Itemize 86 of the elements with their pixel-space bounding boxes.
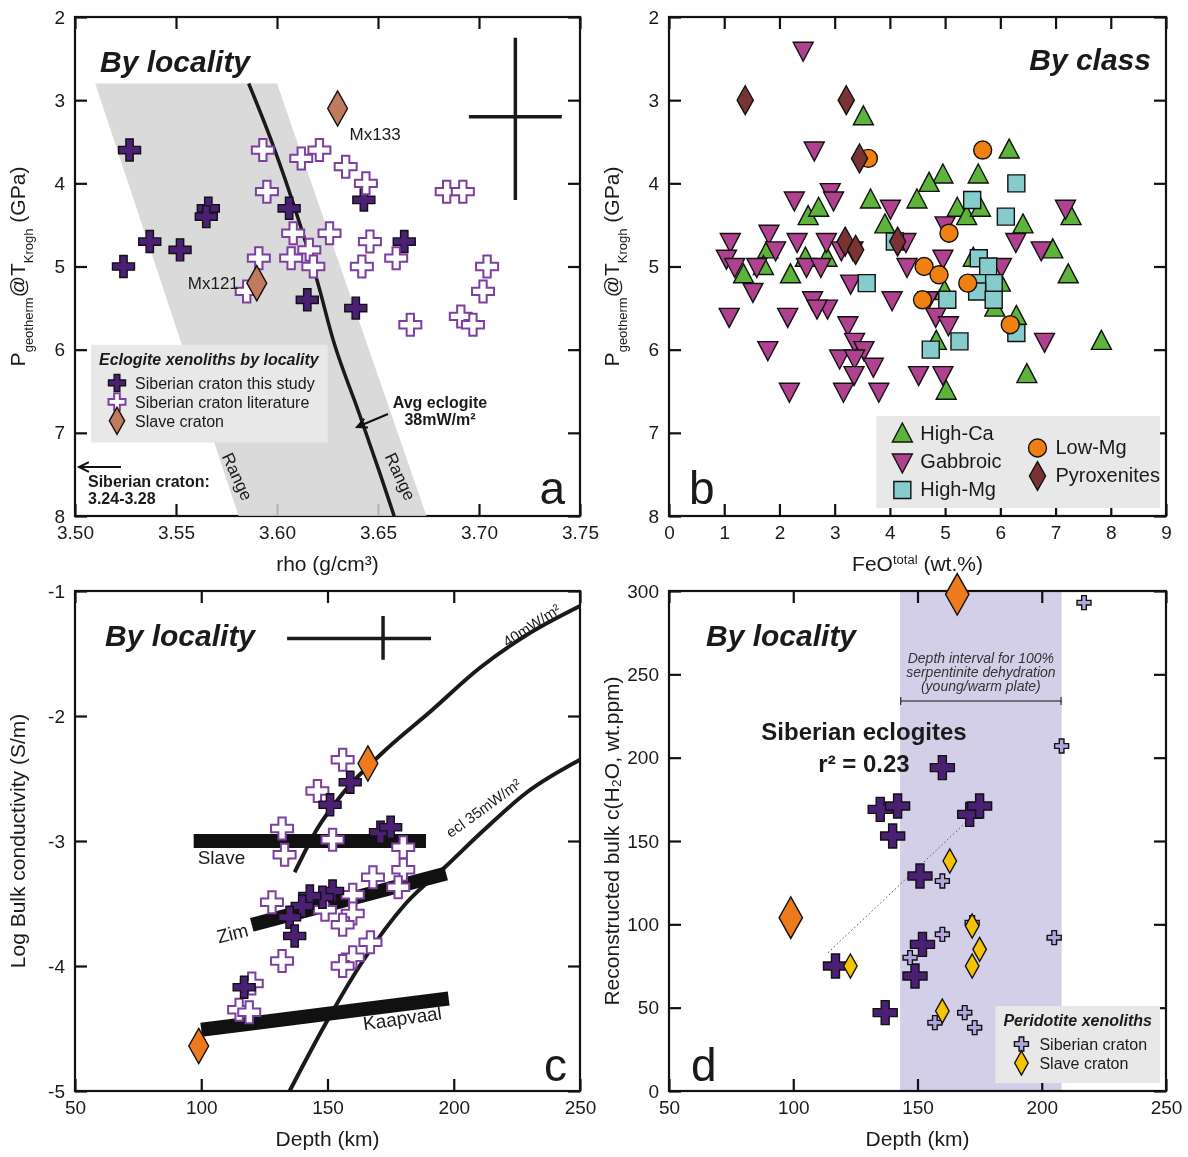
text: By locality — [105, 619, 257, 652]
annotation: a — [539, 462, 566, 514]
x-tick-label: 3.65 — [360, 522, 397, 544]
series-label: Slave — [197, 846, 246, 868]
y-tick-label: 5 — [648, 256, 659, 278]
x-tick-label: 100 — [777, 1097, 810, 1119]
y-tick-label: -1 — [48, 580, 65, 602]
annotation: Siberian craton: 3.24-3.28 — [88, 473, 210, 507]
x-tick-label: 3.60 — [259, 522, 296, 544]
annotation: Range — [217, 449, 257, 504]
x-tick-label: 5 — [940, 522, 951, 544]
y-tick-label: 6 — [648, 339, 659, 361]
annotation: Avg eclogite 38mW/m² — [392, 394, 488, 428]
x-axis-title: rho (g/cm³) — [276, 552, 379, 575]
legend-title: Peridotite xenoliths — [1003, 1012, 1152, 1029]
x-tick-label: 100 — [185, 1097, 218, 1119]
y-tick-label: 250 — [627, 663, 659, 685]
x-tick-label: 3.75 — [562, 522, 599, 544]
y-tick-label: 3 — [648, 89, 659, 111]
legend-label: Slave craton — [135, 412, 224, 430]
x-tick-label: 9 — [1161, 522, 1172, 544]
text: By locality — [706, 619, 858, 652]
y-tick-label: 3 — [54, 89, 65, 111]
annotation: Range — [380, 449, 420, 504]
text: Kaapvaal — [361, 1002, 444, 1035]
legend-label: Siberian craton literature — [135, 393, 310, 411]
y-tick-label: -2 — [48, 705, 65, 727]
legend-label: Pyroxenites — [1055, 464, 1160, 486]
legend-label: Siberian craton this study — [135, 374, 315, 392]
x-tick-label: 250 — [564, 1097, 597, 1119]
y-tick-label: 6 — [54, 339, 65, 361]
annotation: Mx133 — [349, 125, 401, 145]
y-tick-label: 7 — [648, 422, 659, 444]
x-tick-label: 200 — [438, 1097, 471, 1119]
x-tick-label: 3.55 — [158, 522, 195, 544]
y-tick-label: 50 — [637, 997, 659, 1019]
y-tick-label: 200 — [627, 747, 659, 769]
x-axis-title: Depth (km) — [275, 1127, 380, 1150]
y-tick-label: 4 — [54, 172, 66, 194]
y-tick-label: 150 — [627, 830, 659, 852]
x-tick-label: 8 — [1105, 522, 1117, 544]
y-tick-label: 8 — [648, 505, 659, 527]
legend-label: High-Ca — [920, 422, 995, 444]
annotation: b — [689, 462, 715, 514]
y-tick-label: -5 — [48, 1080, 65, 1102]
annotation: d — [691, 1039, 717, 1091]
legend-label: High-Mg — [920, 478, 996, 500]
y-tick-label: 7 — [54, 422, 65, 444]
x-tick-label: 7 — [1050, 522, 1062, 544]
text: Zim — [214, 919, 251, 948]
legend-label: Slave craton — [1039, 1055, 1129, 1072]
y-tick-label: 100 — [627, 913, 659, 935]
x-tick-label: 3.70 — [461, 522, 498, 544]
text: By class — [1029, 43, 1151, 76]
annotation: Siberian eclogites — [761, 718, 967, 745]
annotation: r² = 0.23 — [818, 750, 910, 777]
x-axis-title: Depth (km) — [865, 1127, 970, 1150]
x-tick-label: 1 — [719, 522, 731, 544]
legend-title: Eclogite xenoliths by locality — [99, 350, 320, 368]
x-tick-label: 150 — [312, 1097, 344, 1119]
x-tick-label: 2 — [774, 522, 786, 544]
y-tick-label: -3 — [48, 830, 65, 852]
y-tick-label: 0 — [648, 1080, 659, 1102]
y-tick-label: 2 — [648, 6, 659, 28]
y-axis-title: Reconstructed bulk c(H₂O, wt.ppm) — [600, 676, 623, 1006]
legend-label: Low-Mg — [1055, 436, 1127, 458]
x-tick-label: 4 — [885, 522, 897, 544]
y-tick-label: 2 — [54, 6, 65, 28]
x-tick-label: 150 — [902, 1097, 934, 1119]
annotation: c — [544, 1039, 567, 1091]
legend-label: Gabbroic — [920, 450, 1002, 472]
y-tick-label: 4 — [648, 172, 660, 194]
y-axis-title: Log Bulk conductivity (S/m) — [6, 713, 29, 969]
x-tick-label: 3 — [829, 522, 841, 544]
y-tick-label: -4 — [48, 955, 66, 977]
x-tick-label: 250 — [1150, 1097, 1183, 1119]
legend-label: Siberian craton — [1039, 1036, 1148, 1053]
y-tick-label: 5 — [54, 256, 65, 278]
x-tick-label: 200 — [1026, 1097, 1059, 1119]
y-tick-label: 300 — [627, 580, 659, 602]
band-label: Depth interval for 100% serpentinite dehydration (young/warm plate) — [906, 650, 1056, 694]
text: By locality — [100, 45, 252, 78]
x-tick-label: 6 — [995, 522, 1007, 544]
annotation: Mx121 — [187, 274, 239, 294]
x-axis-title: FeO$^{total}$ (wt.%) — [852, 551, 983, 575]
x-tick-label: 0 — [664, 522, 675, 544]
